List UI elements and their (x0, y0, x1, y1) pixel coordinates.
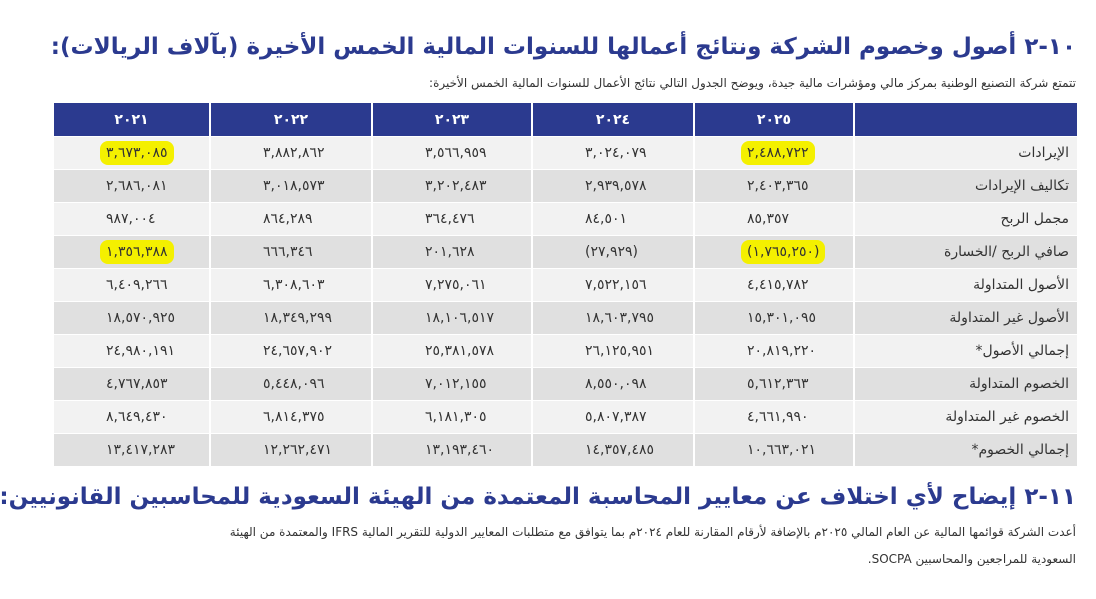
section-heading-accounting-standards: ١١-٢ إيضاح لأي اختلاف عن معايير المحاسبة… (0, 484, 1076, 510)
section-title: أصول وخصوم الشركة ونتائج أعمالها للسنوات… (50, 34, 1017, 60)
header-year: ٢٠٢٣ (371, 103, 531, 137)
section-heading-assets-liabilities: ١٠-٢ أصول وخصوم الشركة ونتائج أعمالها لل… (16, 34, 1076, 60)
cell-value: ٦,٣٠٨,٦٠٣ (209, 269, 371, 302)
cell-value: ١٨,٣٤٩,٢٩٩ (209, 302, 371, 335)
row-label: الخصوم غير المتداولة (853, 401, 1077, 434)
cell-value: ١٨,٥٧٠,٩٢٥ (52, 302, 209, 335)
section-number: ١١-٢ (1024, 484, 1076, 510)
row-label: الأصول غير المتداولة (853, 302, 1077, 335)
cell-value: ٤,٤١٥,٧٨٢ (693, 269, 853, 302)
table-row: تكاليف الإيرادات ٢,٤٠٣,٣٦٥ ٢,٩٣٩,٥٧٨ ٣,٢… (52, 170, 1077, 203)
cell-value: ٦,٤٠٩,٢٦٦ (52, 269, 209, 302)
cell-value: ٦,٨١٤,٣٧٥ (209, 401, 371, 434)
cell-value: ٤,٦٦١,٩٩٠ (693, 401, 853, 434)
cell-value: ١٠,٦٦٣,٠٢١ (693, 434, 853, 467)
accounting-standards-paragraph: أعدت الشركة قوائمها المالية عن العام الم… (20, 519, 1076, 573)
cell-value: ٢٠,٨١٩,٢٢٠ (693, 335, 853, 368)
header-year: ٢٠٢٥ (693, 103, 853, 137)
cell-value: ١٨,١٠٦,٥١٧ (371, 302, 531, 335)
cell-value: ١٥,٣٠١,٠٩٥ (693, 302, 853, 335)
cell-value: ٨,٦٤٩,٤٣٠ (52, 401, 209, 434)
cell-value: ٢,٦٨٦,٠٨١ (52, 170, 209, 203)
table-row: الخصوم غير المتداولة ٤,٦٦١,٩٩٠ ٥,٨٠٧,٣٨٧… (52, 401, 1077, 434)
cell-value: ٣,٠٢٤,٠٧٩ (531, 137, 693, 170)
cell-value: ٢٦,١٢٥,٩٥١ (531, 335, 693, 368)
financial-results-table: ٢٠٢٥ ٢٠٢٤ ٢٠٢٣ ٢٠٢٢ ٢٠٢١ الإيرادات ٢,٤٨٨… (52, 103, 1077, 467)
cell-value: ١٤,٣٥٧,٤٨٥ (531, 434, 693, 467)
cell-value: ٣,٠١٨,٥٧٣ (209, 170, 371, 203)
table-row: إجمالي الأصول* ٢٠,٨١٩,٢٢٠ ٢٦,١٢٥,٩٥١ ٢٥,… (52, 335, 1077, 368)
table-row: مجمل الربح ٨٥,٣٥٧ ٨٤,٥٠١ ٣٦٤,٤٧٦ ٨٦٤,٢٨٩… (52, 203, 1077, 236)
cell-value: ٩٨٧,٠٠٤ (52, 203, 209, 236)
cell-value: ٢,٤٠٣,٣٦٥ (693, 170, 853, 203)
cell-value: ٥,٨٠٧,٣٨٧ (531, 401, 693, 434)
cell-value: ١٨,٦٠٣,٧٩٥ (531, 302, 693, 335)
cell-value: ٢٤,٩٨٠,١٩١ (52, 335, 209, 368)
row-label: الإيرادات (853, 137, 1077, 170)
paragraph-line: أعدت الشركة قوائمها المالية عن العام الم… (229, 525, 1076, 539)
row-label: تكاليف الإيرادات (853, 170, 1077, 203)
cell-value: ٢,٩٣٩,٥٧٨ (531, 170, 693, 203)
row-label: مجمل الربح (853, 203, 1077, 236)
cell-value: ٢٤,٦٥٧,٩٠٢ (209, 335, 371, 368)
section-number: ١٠-٢ (1024, 34, 1076, 60)
header-year: ٢٠٢١ (52, 103, 209, 137)
section-title: إيضاح لأي اختلاف عن معايير المحاسبة المع… (0, 484, 1017, 510)
cell-value: ٧,٥٢٢,١٥٦ (531, 269, 693, 302)
cell-value: ٦,١٨١,٣٠٥ (371, 401, 531, 434)
cell-value: ٣٦٤,٤٧٦ (371, 203, 531, 236)
table-row: إجمالي الخصوم* ١٠,٦٦٣,٠٢١ ١٤,٣٥٧,٤٨٥ ١٣,… (52, 434, 1077, 467)
header-year: ٢٠٢٤ (531, 103, 693, 137)
highlighted-value: ٣,٦٧٣,٠٨٥ (100, 141, 174, 165)
cell-value: ٨٦٤,٢٨٩ (209, 203, 371, 236)
cell-value: ٣,٢٠٢,٤٨٣ (371, 170, 531, 203)
table-row: الخصوم المتداولة ٥,٦١٢,٣٦٣ ٨,٥٥٠,٠٩٨ ٧,٠… (52, 368, 1077, 401)
cell-value: ٨٤,٥٠١ (531, 203, 693, 236)
cell-value: ٤,٧٦٧,٨٥٣ (52, 368, 209, 401)
highlighted-value: (١,٧٦٥,٢٥٠) (741, 240, 826, 264)
cell-value: ١٣,١٩٣,٤٦٠ (371, 434, 531, 467)
cell-value: ٢٠١,٦٢٨ (371, 236, 531, 269)
cell-value: ٥,٦١٢,٣٦٣ (693, 368, 853, 401)
section-intro-text: تتمتع شركة التصنيع الوطنية بمركز مالي وم… (429, 76, 1076, 90)
table-row: الإيرادات ٢,٤٨٨,٧٢٢ ٣,٠٢٤,٠٧٩ ٣,٥٦٦,٩٥٩ … (52, 137, 1077, 170)
row-label: إجمالي الخصوم* (853, 434, 1077, 467)
paragraph-line: السعودية للمراجعين والمحاسبين SOCPA. (867, 552, 1076, 566)
cell-value: ٧,٢٧٥,٠٦١ (371, 269, 531, 302)
cell-value: ٥,٤٤٨,٠٩٦ (209, 368, 371, 401)
cell-value: ٦٦٦,٣٤٦ (209, 236, 371, 269)
table-row: الأصول المتداولة ٤,٤١٥,٧٨٢ ٧,٥٢٢,١٥٦ ٧,٢… (52, 269, 1077, 302)
header-year: ٢٠٢٢ (209, 103, 371, 137)
cell-value: ٢٥,٣٨١,٥٧٨ (371, 335, 531, 368)
highlighted-value: ٢,٤٨٨,٧٢٢ (741, 141, 815, 165)
cell-value: ٨,٥٥٠,٠٩٨ (531, 368, 693, 401)
table-row: صافي الربح /الخسارة (١,٧٦٥,٢٥٠) (٢٧,٩٢٩)… (52, 236, 1077, 269)
table-header-row: ٢٠٢٥ ٢٠٢٤ ٢٠٢٣ ٢٠٢٢ ٢٠٢١ (52, 103, 1077, 137)
row-label: الأصول المتداولة (853, 269, 1077, 302)
cell-value: ١٣,٤١٧,٢٨٣ (52, 434, 209, 467)
table-row: الأصول غير المتداولة ١٥,٣٠١,٠٩٥ ١٨,٦٠٣,٧… (52, 302, 1077, 335)
cell-value: ١٢,٢٦٢,٤٧١ (209, 434, 371, 467)
cell-value: ٨٥,٣٥٧ (693, 203, 853, 236)
cell-value: ٣,٨٨٢,٨٦٢ (209, 137, 371, 170)
cell-value: (٢٧,٩٢٩) (531, 236, 693, 269)
cell-value: ٧,٠١٢,١٥٥ (371, 368, 531, 401)
header-label-cell (853, 103, 1077, 137)
cell-value: ٣,٥٦٦,٩٥٩ (371, 137, 531, 170)
row-label: الخصوم المتداولة (853, 368, 1077, 401)
row-label: إجمالي الأصول* (853, 335, 1077, 368)
highlighted-value: ١,٣٥٦,٣٨٨ (100, 240, 174, 264)
row-label: صافي الربح /الخسارة (853, 236, 1077, 269)
